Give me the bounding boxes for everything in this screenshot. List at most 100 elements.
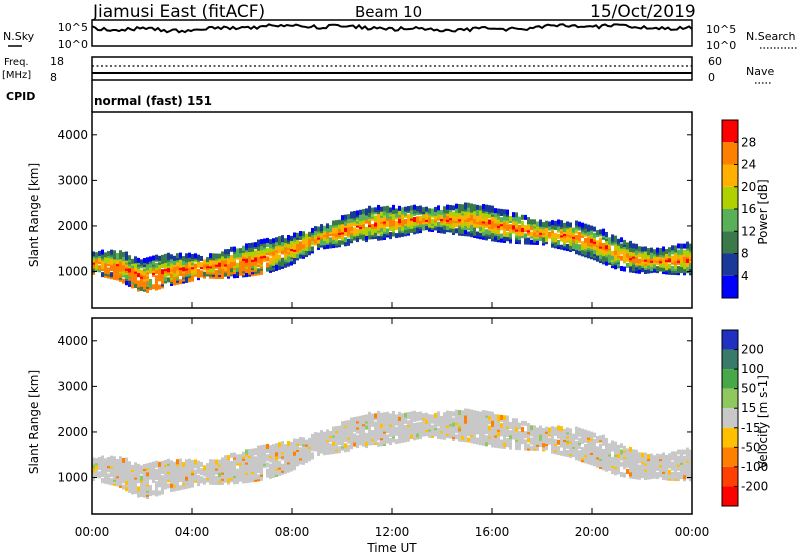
velocity-cell [254,448,257,454]
velocity-cell [248,475,251,481]
power-cell [179,268,182,274]
power-cell [98,257,101,263]
velocity-cell [374,421,377,427]
velocity-cell [575,440,578,446]
power-cell [614,254,617,260]
velocity-cell [158,474,161,480]
velocity-cell [383,412,386,418]
power-cell [365,235,368,241]
power-cell [176,269,179,275]
power-cell [374,207,377,213]
velocity-cell [293,438,296,444]
power-cell [437,209,440,215]
power-cell [551,220,554,226]
power-cell [212,259,215,265]
power-cell [521,227,524,233]
power-cell [203,271,206,277]
velocity-cell [566,450,569,456]
velocity-cell [401,413,404,419]
power-cell [380,223,383,229]
velocity-cell [176,467,179,473]
velocity-cell [449,429,452,435]
velocity-cell [608,463,611,469]
velocity-cell [530,431,533,437]
power-cell [383,206,386,212]
velocity-cell [158,490,161,496]
power-cell [374,221,377,227]
velocity-cell [104,458,107,464]
velocity-cell [443,422,446,428]
power-cell [506,215,509,221]
y-tick-label: 1000 [57,265,88,279]
velocity-cell [365,441,368,447]
velocity-cell [524,431,527,437]
power-cell [236,262,239,268]
power-cell [590,225,593,231]
velocity-cell [350,431,353,437]
power-cell [311,240,314,246]
power-cell [140,269,143,275]
velocity-cell [374,427,377,433]
velocity-cell [191,480,194,486]
power-cell [452,205,455,211]
velocity-cell [644,456,647,462]
power-cell [530,225,533,231]
power-cell [383,226,386,232]
velocity-cell [251,458,254,464]
power-cell [572,227,575,233]
power-cell [137,257,140,263]
velocity-cell [539,425,542,431]
power-cell [398,205,401,211]
power-cell [173,255,176,261]
velocity-cell [533,425,536,431]
velocity-cell [689,449,692,455]
velocity-cell [227,469,230,475]
power-cell [377,217,380,223]
colorbar-tick-label: 50 [741,382,756,396]
velocity-cell [419,411,422,417]
velocity-cell [626,458,629,464]
velocity-cell [665,454,668,460]
power-cell [689,262,692,268]
power-cell [575,249,578,255]
power-cell [203,259,206,265]
velocity-cell [266,454,269,460]
velocity-cell [461,434,464,440]
power-cell [215,253,218,259]
power-cell [116,271,119,277]
velocity-cell [302,445,305,451]
velocity-cell [368,426,371,432]
velocity-cell [623,462,626,468]
velocity-cell [497,420,500,426]
power-cell [473,226,476,232]
velocity-cell [413,433,416,439]
velocity-cell [125,457,128,463]
power-cell [194,253,197,259]
velocity-cell [563,428,566,434]
velocity-cell [305,447,308,453]
velocity-cell [479,432,482,438]
velocity-cell [686,455,689,461]
velocity-cell [410,411,413,417]
velocity-cell [236,468,239,474]
velocity-cell [596,436,599,442]
velocity-cell [155,468,158,474]
velocity-cell [488,425,491,431]
velocity-cell [224,477,227,483]
velocity-cell [194,473,197,479]
velocity-cell [668,453,671,459]
power-cell [290,239,293,245]
power-cell [620,255,623,261]
colorbar-block [722,209,738,232]
colorbar-block [722,447,738,467]
power-cell [437,205,440,211]
velocity-cell [479,419,482,425]
power-cell [674,245,677,251]
power-cell [98,265,101,271]
power-cell [515,212,518,218]
velocity-cell [503,415,506,421]
power-cell [188,256,191,262]
velocity-cell [509,421,512,427]
velocity-cell [122,462,125,468]
power-cell [266,237,269,243]
